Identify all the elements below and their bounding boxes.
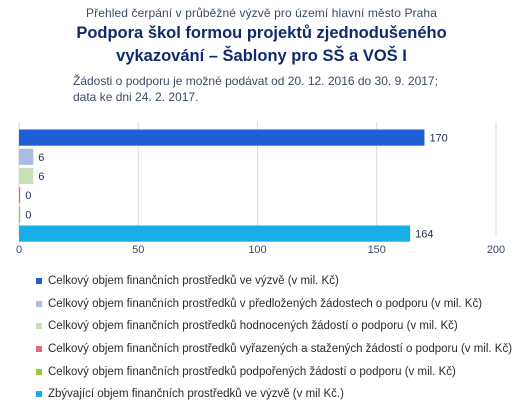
bar (19, 206, 21, 223)
legend-label: Celkový objem finančních prostředků vyřa… (48, 343, 513, 356)
legend-swatch (36, 368, 42, 375)
legend-item: Celkový objem finančních prostředků hodn… (36, 315, 512, 338)
chart-title-line-1: Podpora škol formou projektů zjednodušen… (76, 24, 447, 42)
legend-swatch (36, 278, 42, 285)
legend-item: Celkový objem finančních prostředků ve v… (36, 270, 512, 293)
bar (19, 225, 411, 242)
bar-data-label: 6 (38, 152, 44, 164)
chart-title-line-2: vykazování – Šablony pro SŠ a VOŠ I (116, 47, 407, 65)
x-tick-label: 100 (248, 244, 266, 256)
bar-data-label: 0 (25, 209, 31, 221)
x-tick-label: 150 (368, 244, 386, 256)
legend-swatch (36, 300, 42, 307)
x-tick-label: 0 (16, 244, 22, 256)
x-tick-label: 50 (132, 244, 144, 256)
bar-data-label: 170 (429, 133, 447, 145)
bar-data-label: 0 (25, 190, 31, 202)
legend-swatch (36, 346, 42, 353)
chart-note-line-1: Žádosti o podporu je možné podávat od 20… (73, 74, 438, 88)
chart-supertitle: Přehled čerpání v průběžné výzvě pro úze… (86, 6, 437, 20)
legend-item: Celkový objem finančních prostředků vyřa… (36, 338, 512, 361)
legend-swatch (36, 391, 42, 398)
legend-label: Zbývající objem finančních prostředků ve… (48, 388, 344, 401)
legend-label: Celkový objem finančních prostředků ve v… (48, 275, 339, 288)
legend-label: Celkový objem finančních prostředků v př… (48, 297, 483, 310)
legend-label: Celkový objem finančních prostředků podp… (48, 365, 456, 378)
chart-header: Přehled čerpání v průběžné výzvě pro úze… (0, 6, 523, 66)
legend-label: Celkový objem finančních prostředků hodn… (48, 320, 458, 333)
bar (19, 167, 34, 185)
legend-item: Zbývající objem finančních prostředků ve… (36, 383, 512, 406)
x-tick-label: 200 (487, 244, 505, 256)
bar-data-label: 6 (38, 171, 44, 183)
chart-note-line-2: data ke dni 24. 2. 2017. (73, 90, 199, 104)
bar (19, 148, 34, 165)
legend-item: Celkový objem finančních prostředků podp… (36, 360, 512, 383)
bar (19, 129, 425, 146)
bar-data-label: 164 (415, 229, 433, 241)
chart-legend: Celkový objem finančních prostředků ve v… (36, 270, 512, 406)
legend-item: Celkový objem finančních prostředků v př… (36, 293, 512, 316)
legend-swatch (36, 323, 42, 330)
bar (19, 187, 21, 204)
